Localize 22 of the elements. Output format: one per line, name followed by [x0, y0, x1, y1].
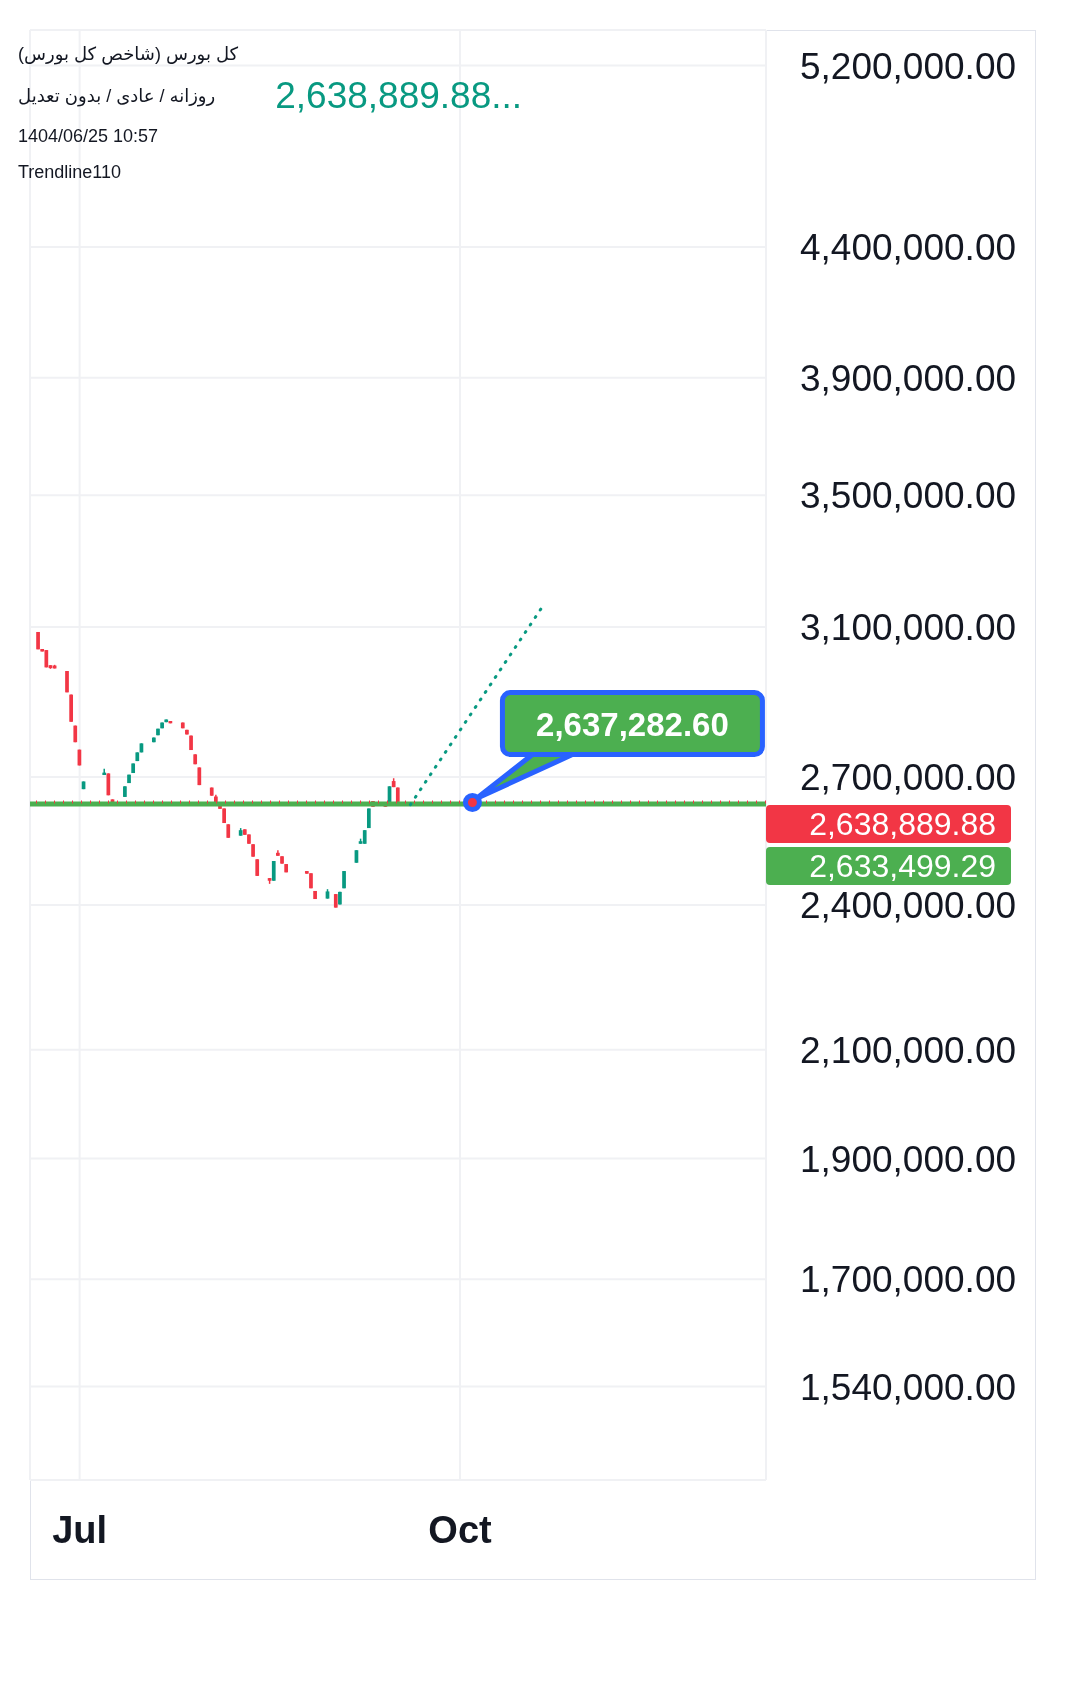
y-tick-label: 3,900,000.00 — [800, 357, 1017, 399]
annotation: 2,637,282.60 — [536, 705, 729, 743]
y-tick-label: 3,100,000.00 — [800, 607, 1017, 649]
y-tick-label: 1,900,000.00 — [800, 1138, 1017, 1180]
ref-line-label: 2,638,889.88 — [809, 805, 996, 842]
annotation: 1404/06/25 10:57 — [18, 125, 160, 148]
x-tick-label: Oct — [428, 1508, 493, 1551]
y-tick-label: 1,700,000.00 — [800, 1259, 1017, 1301]
y-tick-label: 2,700,000.00 — [800, 757, 1017, 799]
annotation: Trendline110 — [18, 161, 123, 184]
candlestick — [271, 860, 276, 882]
annotation: 2,638,889.88... — [275, 75, 523, 116]
y-tick-label: 2,400,000.00 — [800, 885, 1017, 927]
y-tick-label: 5,200,000.00 — [800, 45, 1017, 87]
x-tick-label: Jul — [52, 1508, 108, 1551]
y-tick-label: 3,500,000.00 — [800, 475, 1017, 517]
ref-line-label: 2,633,499.29 — [809, 848, 996, 885]
text: روزانه / عادی / بدون تعدیل — [18, 85, 216, 109]
text: کل بورس (شاخص کل بورس) — [18, 43, 240, 67]
y-tick-label: 1,540,000.00 — [800, 1366, 1017, 1408]
y-tick-label: 2,100,000.00 — [800, 1030, 1017, 1071]
y-tick-label: 4,400,000.00 — [800, 227, 1017, 269]
